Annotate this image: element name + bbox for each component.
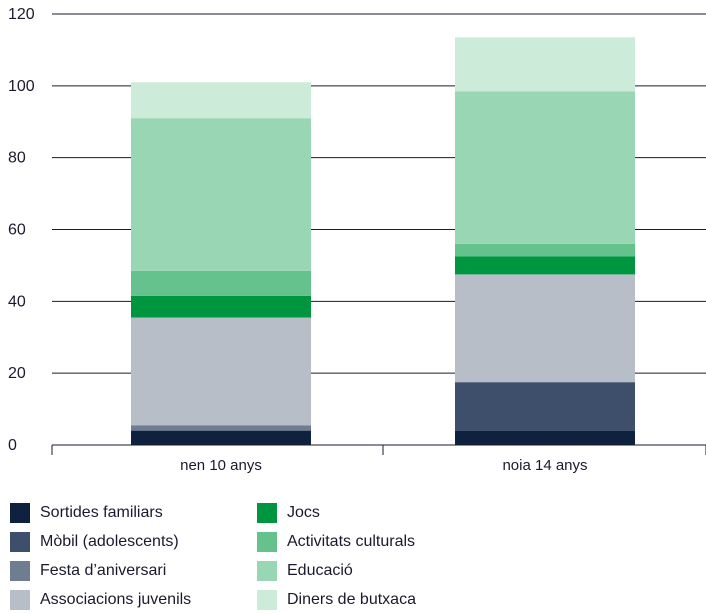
legend-swatch — [257, 532, 277, 552]
legend-item: Educació — [257, 560, 353, 582]
legend-label: Jocs — [287, 504, 320, 521]
y-axis-ticks: 0 20 40 60 80 100 120 — [8, 6, 35, 454]
legend-label: Activitats culturals — [287, 533, 416, 550]
legend-label: Mòbil (adolescents) — [40, 533, 179, 550]
x-category-label: nen 10 anys — [180, 457, 262, 474]
legend-item: Festa d’aniversari — [10, 560, 166, 582]
legend-swatch — [10, 561, 30, 581]
bar-segment — [131, 270, 311, 296]
y-tick-label: 100 — [8, 78, 35, 95]
x-axis: nen 10 anys noia 14 anys — [51, 444, 706, 474]
legend-label: Associacions juvenils — [40, 591, 192, 608]
y-tick-label: 20 — [8, 365, 26, 382]
bar-segment — [131, 430, 311, 445]
bar-segment — [131, 317, 311, 426]
bar-segment — [131, 295, 311, 318]
legend-swatch — [257, 590, 277, 610]
legend: Sortides familiars Mòbil (adolescents) Fes… — [10, 500, 610, 612]
legend-swatch — [257, 503, 277, 523]
stacked-bar-chart: 0 20 40 60 80 100 120 nen 10 anys noia 14 anys — [8, 6, 706, 474]
legend-item: Diners de butxaca — [257, 589, 416, 611]
legend-item: Associacions juvenils — [10, 589, 191, 611]
legend-label: Festa d’aniversari — [40, 562, 167, 579]
legend-swatch — [10, 590, 30, 610]
bar-segment — [131, 118, 311, 271]
legend-swatch — [257, 561, 277, 581]
legend-label: Sortides familiars — [40, 504, 163, 521]
bar-segment — [455, 91, 635, 244]
y-tick-label: 120 — [8, 6, 35, 23]
legend-label: Diners de butxaca — [287, 591, 416, 608]
x-category-label: noia 14 anys — [502, 457, 587, 474]
legend-swatch — [10, 532, 30, 552]
y-tick-label: 60 — [8, 222, 26, 239]
bar-segment — [131, 425, 311, 431]
legend-item: Activitats culturals — [257, 531, 415, 553]
y-tick-label: 40 — [8, 293, 26, 310]
bar-segment — [455, 256, 635, 275]
bar-segment — [455, 243, 635, 257]
bar-segment — [455, 382, 635, 431]
y-tick-label: 80 — [8, 150, 26, 167]
bar-segment — [455, 37, 635, 92]
bar-segment — [455, 274, 635, 383]
legend-item: Sortides familiars — [10, 502, 163, 524]
y-tick-label: 0 — [8, 437, 17, 454]
legend-item: Mòbil (adolescents) — [10, 531, 179, 553]
legend-swatch — [10, 503, 30, 523]
bar-segment — [131, 82, 311, 119]
bar-segment — [455, 430, 635, 445]
bars — [131, 37, 635, 445]
legend-item: Jocs — [257, 502, 320, 524]
legend-label: Educació — [287, 562, 353, 579]
